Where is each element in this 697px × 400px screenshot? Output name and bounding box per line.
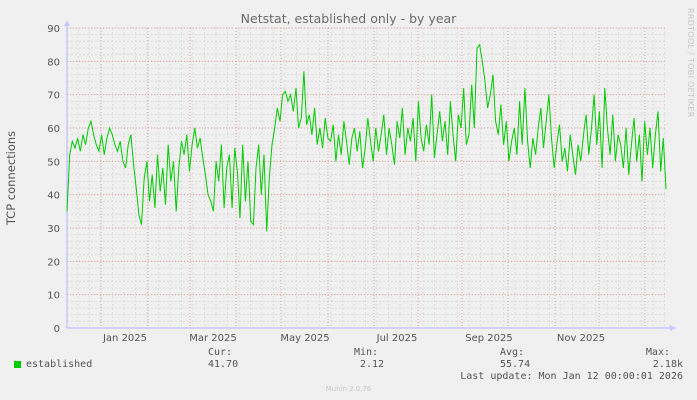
y-tick-label: 0 xyxy=(54,324,60,335)
y-tick-label: 50 xyxy=(47,157,60,168)
legend-cur-value: 41.70 xyxy=(208,359,239,370)
x-axis-ticks: Jan 2025 Mar 2025 May 2025 Jul 2025 Sep 2025… xyxy=(102,333,605,344)
x-tick-label: May 2025 xyxy=(280,333,329,344)
y-tick-label: 90 xyxy=(47,24,60,35)
legend-min-value: 2.12 xyxy=(360,359,385,370)
x-tick-label: Mar 2025 xyxy=(189,333,237,344)
legend-swatch-established xyxy=(14,361,21,368)
legend-min-label: Min: xyxy=(354,347,379,358)
y-tick-label: 80 xyxy=(47,57,60,68)
grid-lines xyxy=(67,27,666,329)
y-tick-label: 70 xyxy=(47,91,60,102)
rrdtool-watermark: RRDTOOL / TOBI OETIKER xyxy=(686,8,695,118)
series-line-established xyxy=(66,43,667,232)
y-tick-label: 40 xyxy=(47,191,60,202)
x-axis-arrow-icon xyxy=(670,325,676,331)
chart-title: Netstat, established only - by year xyxy=(240,11,457,26)
y-tick-label: 20 xyxy=(47,257,60,268)
y-tick-label: 30 xyxy=(47,224,60,235)
munin-version: Munin 2.0.76 xyxy=(325,385,372,393)
legend-cur-label: Cur: xyxy=(208,347,233,358)
x-tick-label: Jan 2025 xyxy=(102,333,147,344)
y-axis-ticks: 0 10 20 30 40 50 60 70 80 90 xyxy=(47,24,60,335)
legend-series-name: established xyxy=(26,359,93,370)
legend-max-value: 2.18k xyxy=(652,359,683,370)
last-update: Last update: Mon Jan 12 00:00:01 2026 xyxy=(460,371,683,382)
y-tick-label: 60 xyxy=(47,124,60,135)
legend-avg-value: 55.74 xyxy=(500,359,531,370)
legend-avg-label: Avg: xyxy=(500,347,525,358)
y-axis-arrow-icon xyxy=(64,20,70,26)
y-tick-label: 10 xyxy=(47,291,60,302)
x-tick-label: Sep 2025 xyxy=(465,333,512,344)
x-tick-label: Nov 2025 xyxy=(557,333,605,344)
legend-max-label: Max: xyxy=(645,347,670,358)
x-tick-label: Jul 2025 xyxy=(376,333,418,344)
